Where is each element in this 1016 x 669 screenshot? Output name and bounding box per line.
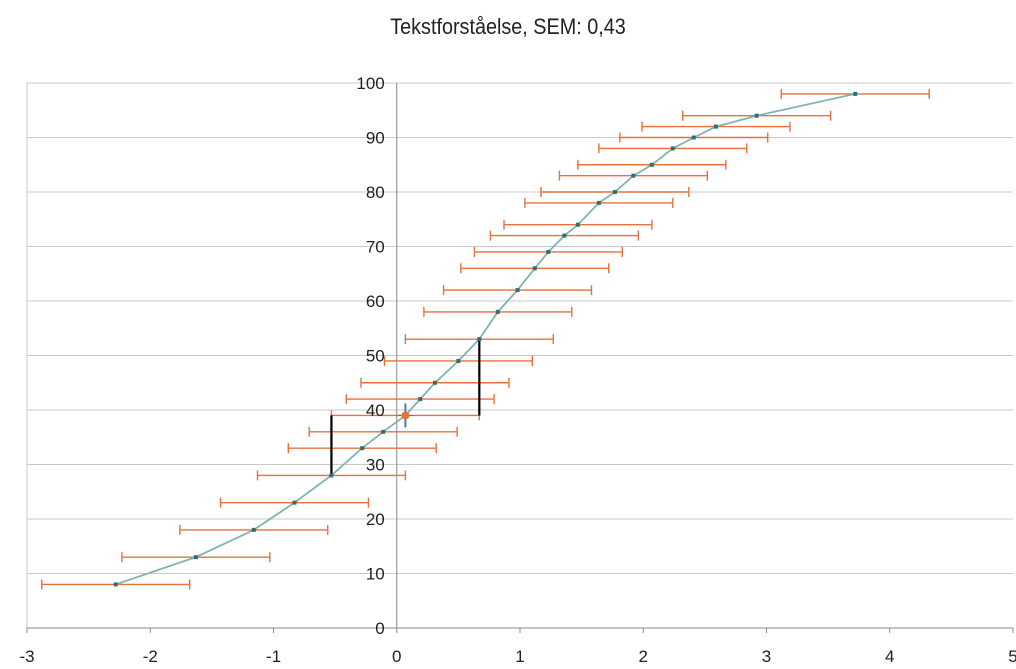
x-tick-label: 4 [885,647,894,666]
chart-title: Tekstforståelse, SEM: 0,43 [390,14,626,39]
axes [26,83,1014,633]
x-tick-label: -1 [266,647,281,666]
highlight-point [401,411,410,420]
data-point [456,358,461,363]
y-tick-label: 90 [366,129,385,148]
x-tick-label: 1 [515,647,524,666]
data-point [418,397,423,402]
bracket-lines [330,339,481,476]
y-tick-label: 60 [366,292,385,311]
data-point [691,135,696,140]
data-point [546,249,551,254]
y-tick-label: 50 [366,347,385,366]
data-point [193,555,198,560]
error-bars [41,88,930,590]
x-tick-label: 2 [639,647,648,666]
x-tick-label: 0 [392,647,401,666]
data-markers [113,91,858,587]
x-tick-label: -3 [19,647,34,666]
data-point [532,266,537,271]
y-tick-label: 40 [366,401,385,420]
y-tick-label: 70 [366,238,385,257]
data-point [853,91,858,96]
x-tick-label: 5 [1008,647,1016,666]
data-point [596,200,601,205]
data-point [292,500,297,505]
data-point [329,473,334,478]
y-tick-label: 20 [366,510,385,529]
data-point [381,429,386,434]
data-point [562,233,567,238]
y-tick-label: 30 [366,456,385,475]
data-point [713,124,718,129]
y-tick-label: 10 [366,565,385,584]
y-tick-label: 100 [356,74,384,93]
data-point [432,380,437,385]
y-tick-label: 80 [366,183,385,202]
data-point [251,527,256,532]
data-point [575,222,580,227]
grid-lines [27,82,1013,629]
tick-labels: 0 10 20 30 40 50 60 70 80 90 100 -3 -2 -1 0 1 2 3 4 5 [19,74,1016,666]
data-point [631,173,636,178]
data-point [113,582,118,587]
y-tick-label: 0 [375,619,384,638]
data-point [649,162,654,167]
data-point [670,146,675,151]
data-point [515,288,520,293]
x-tick-label: 3 [762,647,771,666]
data-point [477,337,482,342]
data-point [612,190,617,194]
data-point [495,309,500,314]
data-point [360,446,365,451]
x-tick-label: -2 [143,647,158,666]
data-point [754,113,759,118]
